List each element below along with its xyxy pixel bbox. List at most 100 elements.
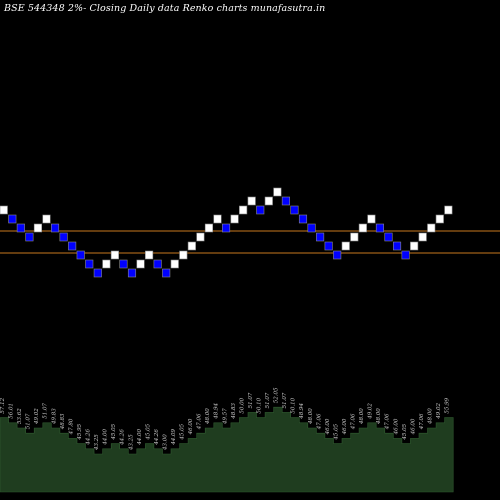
renko-brick-down	[333, 250, 342, 260]
renko-brick-up	[427, 223, 436, 233]
renko-brick-down	[401, 250, 410, 260]
price-label: 53.62	[17, 408, 23, 424]
price-label: 49.02	[34, 408, 40, 425]
price-label: 47.06	[197, 413, 203, 430]
price-label: 48.00	[205, 408, 211, 425]
price-label: 51.07	[282, 392, 288, 408]
chart-title: BSE 544348 2%- Closing Daily data Renko …	[4, 3, 326, 14]
renko-brick-down	[392, 241, 402, 251]
price-label: 49.02	[368, 403, 374, 420]
price-label: 48.94	[214, 403, 220, 420]
renko-brick-down	[85, 259, 94, 269]
renko-brick-up	[350, 232, 359, 242]
price-label: 47.06	[385, 413, 391, 430]
renko-brick-up	[247, 196, 256, 206]
price-label: 48.83	[60, 413, 66, 430]
renko-brick-down	[316, 232, 325, 242]
renko-brick-up	[102, 259, 111, 269]
price-label: 47.06	[351, 413, 357, 430]
renko-brick-up	[239, 205, 248, 215]
renko-brick-up	[179, 250, 188, 260]
price-label: 49.83	[51, 408, 57, 425]
price-label: 51.07	[43, 403, 49, 419]
price-label: 48.00	[359, 408, 365, 425]
renko-brick-down	[93, 268, 102, 278]
renko-brick-down	[8, 214, 17, 224]
price-label: 46.00	[188, 418, 194, 435]
renko-brick-down	[222, 223, 231, 233]
renko-brick-down	[281, 196, 290, 206]
renko-brick-down	[162, 268, 171, 278]
renko-brick-down	[119, 259, 128, 269]
renko-brick-up	[273, 187, 282, 197]
price-label: 49.02	[436, 403, 442, 420]
renko-brick-up	[367, 214, 376, 224]
price-label: 45.95	[77, 423, 83, 440]
price-label: 45.05	[145, 423, 151, 440]
price-label: 44.26	[120, 429, 126, 446]
renko-brick-up	[230, 214, 239, 224]
renko-brick-down	[76, 250, 85, 260]
price-label: 57.12	[0, 397, 6, 413]
price-label: 44.26	[86, 429, 92, 446]
price-label: 49.57	[222, 408, 228, 425]
renko-brick-down	[384, 232, 393, 242]
renko-brick-up	[435, 214, 444, 224]
renko-brick-up	[410, 241, 419, 251]
renko-brick-down	[290, 205, 299, 215]
price-label: 46.00	[325, 418, 331, 435]
renko-brick-down	[25, 232, 34, 242]
renko-brick-up	[341, 241, 350, 251]
price-label: 56.01	[9, 403, 15, 419]
price-label: 46.00	[393, 418, 399, 435]
price-label: 44.00	[103, 429, 109, 446]
price-label: 48.00	[308, 408, 314, 425]
renko-brick-up	[145, 250, 154, 260]
price-label: 55.99	[445, 397, 451, 413]
renko-brick-down	[68, 241, 77, 251]
renko-brick-up	[110, 250, 119, 260]
price-label: 51.07	[265, 392, 271, 408]
renko-brick-down	[50, 223, 60, 233]
price-label: 43.25	[94, 434, 100, 451]
price-label: 45.05	[111, 423, 117, 440]
price-label: 50.00	[239, 397, 245, 413]
renko-brick-up	[204, 223, 213, 233]
price-label: 46.00	[342, 418, 348, 435]
price-label: 45.05	[333, 423, 339, 440]
renko-brick-up	[42, 214, 51, 224]
renko-brick-up	[196, 232, 205, 242]
renko-brick-down	[127, 268, 137, 278]
renko-brick-down	[256, 205, 265, 215]
price-label: 44.26	[154, 429, 160, 446]
price-label: 50.10	[291, 397, 297, 413]
price-label: 48.94	[299, 403, 305, 420]
renko-brick-down	[375, 223, 385, 233]
price-label: 45.05	[402, 423, 408, 440]
price-label: 52.05	[274, 387, 280, 403]
price-label: 44.00	[137, 429, 143, 446]
renko-brick-down	[153, 259, 162, 269]
renko-brick-up	[264, 196, 273, 206]
renko-brick-up	[33, 223, 43, 233]
price-area	[0, 406, 454, 493]
price-label: 48.00	[428, 408, 434, 425]
price-label: 47.06	[419, 413, 425, 430]
renko-brick-down	[324, 241, 333, 251]
renko-brick-up	[0, 205, 8, 215]
price-label: 48.83	[231, 403, 237, 420]
renko-brick-down	[307, 223, 316, 233]
renko-brick-up	[358, 223, 367, 233]
price-label: 50.10	[257, 397, 263, 413]
renko-brick-down	[16, 223, 25, 233]
price-label: 43.00	[162, 434, 168, 451]
price-label: 43.25	[128, 434, 134, 451]
renko-brick-up	[213, 214, 222, 224]
price-label: 47.80	[68, 418, 74, 435]
price-label: 51.07	[26, 413, 32, 429]
renko-brick-up	[170, 259, 179, 269]
renko-brick-down	[298, 214, 308, 224]
price-label: 51.07	[248, 392, 254, 408]
